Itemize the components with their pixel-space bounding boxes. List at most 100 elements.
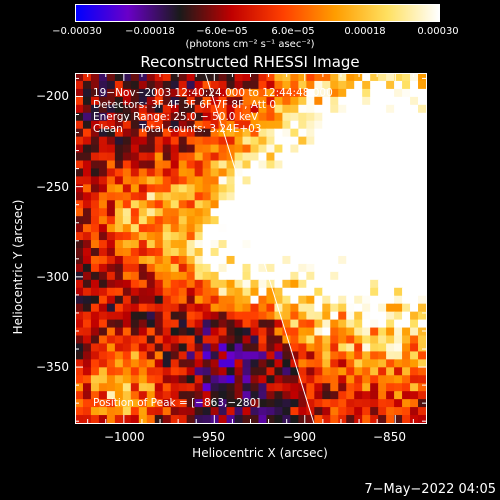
heatmap-cell: [338, 112, 347, 122]
heatmap-cell: [370, 216, 379, 225]
heatmap-cell: [274, 112, 284, 122]
heatmap-cell: [178, 192, 188, 201]
heatmap-cell: [218, 240, 228, 249]
heatmap-cell: [378, 343, 387, 352]
heatmap-cell: [346, 208, 355, 217]
heatmap-cell: [194, 335, 204, 345]
heatmap-cell: [354, 73, 363, 82]
heatmap-cell: [194, 232, 204, 241]
heatmap-cell: [386, 88, 395, 98]
footer-date: 7−May−2022 04:05: [364, 482, 496, 497]
heatmap-cell: [266, 112, 276, 122]
heatmap-cell: [346, 152, 355, 162]
heatmap-cell: [258, 319, 268, 329]
heatmap-cell: [210, 224, 220, 233]
heatmap-cell: [282, 248, 291, 257]
heatmap-cell: [106, 271, 116, 281]
heatmap-cell: [82, 263, 92, 273]
heatmap-cell: [178, 240, 188, 249]
heatmap-cell: [354, 176, 363, 185]
heatmap-cell: [378, 279, 387, 289]
heatmap-cell: [90, 240, 100, 249]
heatmap-cell: [122, 208, 132, 217]
heatmap-cell: [75, 224, 84, 233]
heatmap-cell: [402, 415, 411, 423]
heatmap-cell: [146, 287, 156, 297]
heatmap-cell: [362, 192, 371, 201]
heatmap-cell: [274, 383, 284, 392]
heatmap-cell: [322, 152, 331, 162]
heatmap-cell: [290, 192, 299, 201]
heatmap-cell: [354, 359, 363, 368]
heatmap-cell: [362, 104, 371, 114]
heatmap-cell: [386, 383, 395, 392]
heatmap-cell: [394, 192, 403, 201]
heatmap-cell: [370, 88, 379, 98]
heatmap-cell: [178, 287, 188, 297]
heatmap-cell: [346, 327, 355, 337]
heatmap-cell: [234, 192, 244, 201]
heatmap-cell: [346, 255, 355, 265]
heatmap-cell: [178, 343, 188, 352]
heatmap-cell: [226, 224, 236, 233]
heatmap-cell: [330, 319, 339, 329]
heatmap-cell: [370, 399, 379, 408]
heatmap-cell: [314, 104, 323, 114]
heatmap-cell: [194, 216, 204, 225]
heatmap-cell: [282, 399, 291, 408]
heatmap-cell: [114, 248, 124, 257]
heatmap-cell: [394, 407, 403, 416]
heatmap-cell: [298, 343, 307, 352]
heatmap-cell: [410, 255, 419, 265]
heatmap-cell: [194, 136, 204, 146]
heatmap-cell: [258, 168, 268, 177]
heatmap-cell: [322, 271, 331, 281]
heatmap-cell: [402, 168, 411, 177]
heatmap-cell: [290, 375, 299, 384]
heatmap-cell: [242, 240, 252, 249]
heatmap-cell: [410, 248, 419, 257]
heatmap-cell: [242, 271, 252, 281]
heatmap-cell: [330, 407, 339, 416]
heatmap-cell: [98, 73, 108, 82]
heatmap-cell: [258, 152, 268, 162]
heatmap-cell: [242, 351, 252, 360]
heatmap-cell: [106, 224, 116, 233]
heatmap-cell: [146, 144, 156, 154]
heatmap-cell: [98, 335, 108, 345]
heatmap-cell: [298, 73, 307, 82]
heatmap-cell: [378, 144, 387, 154]
heatmap-cell: [362, 112, 371, 122]
heatmap-cell: [274, 216, 284, 225]
heatmap-cell: [250, 73, 260, 82]
heatmap-cell: [298, 120, 307, 130]
heatmap-cell: [226, 271, 236, 281]
colorbar-tick-label: −0.00030: [52, 26, 102, 37]
heatmap-cell: [394, 351, 403, 360]
heatmap-cell: [386, 144, 395, 154]
heatmap-cell: [226, 415, 236, 423]
heatmap-cell: [330, 295, 339, 305]
heatmap-cell: [298, 263, 307, 273]
heatmap-cell: [282, 415, 291, 423]
heatmap-cell: [282, 271, 291, 281]
heatmap-cell: [362, 255, 371, 265]
heatmap-cell: [202, 263, 212, 273]
heatmap-cell: [410, 192, 419, 201]
heatmap-cell: [330, 152, 339, 162]
heatmap-cell: [146, 232, 156, 241]
heatmap-cell: [82, 343, 92, 352]
heatmap-cell: [130, 136, 140, 146]
heatmap-cell: [314, 184, 323, 193]
heatmap-cell: [418, 271, 426, 281]
heatmap-cell: [98, 263, 108, 273]
heatmap-cell: [194, 287, 204, 297]
colorbar-tick-label: 0.00018: [344, 26, 386, 37]
heatmap-cell: [362, 216, 371, 225]
heatmap-cell: [386, 208, 395, 217]
heatmap-cell: [266, 224, 276, 233]
heatmap-cell: [354, 303, 363, 313]
heatmap-cell: [354, 224, 363, 233]
heatmap-cell: [346, 120, 355, 130]
heatmap-cell: [378, 335, 387, 345]
